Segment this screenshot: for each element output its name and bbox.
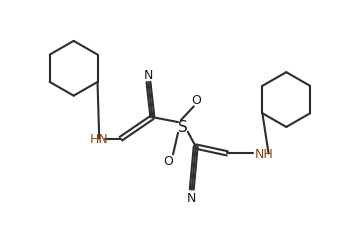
Text: HN: HN xyxy=(90,133,108,145)
Text: NH: NH xyxy=(255,147,274,160)
Text: O: O xyxy=(191,94,201,107)
Text: N: N xyxy=(187,191,196,204)
Text: N: N xyxy=(144,68,153,81)
Text: S: S xyxy=(178,120,188,135)
Text: O: O xyxy=(163,154,173,167)
